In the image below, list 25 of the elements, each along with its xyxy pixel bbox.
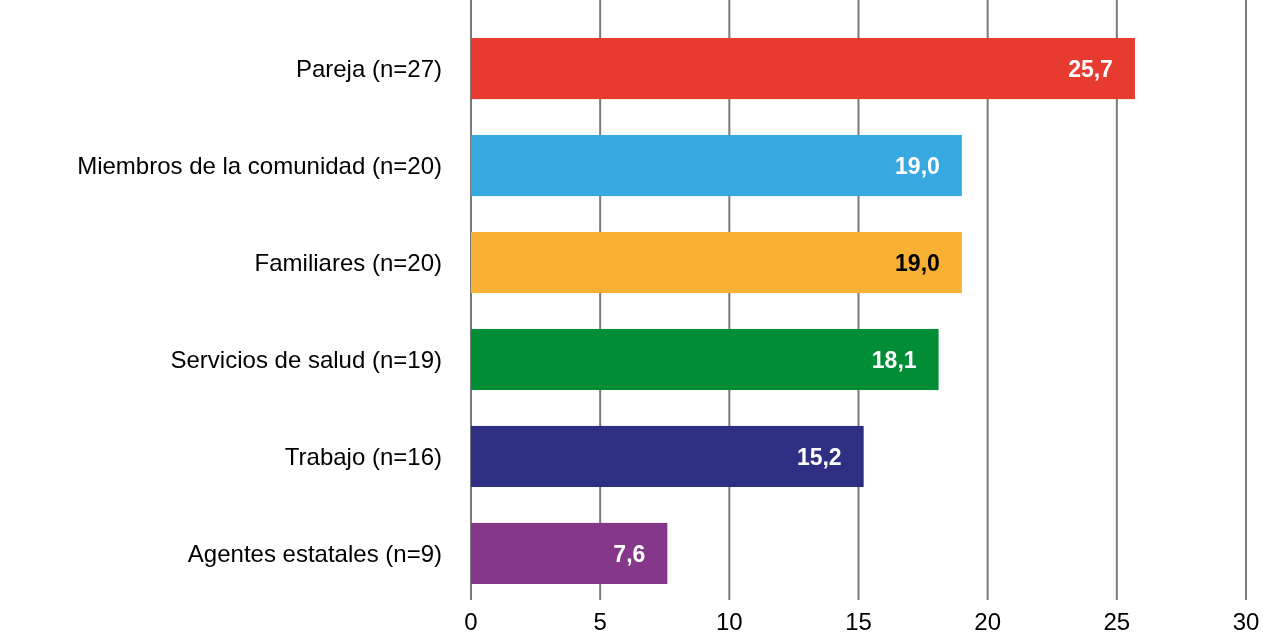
data-label: 25,7 [1068, 55, 1113, 82]
x-tick-label: 15 [845, 608, 872, 635]
bar [471, 231, 962, 294]
data-label: 19,0 [895, 249, 940, 276]
y-tick-label: Trabajo (n=16) [284, 442, 442, 470]
bar [471, 425, 864, 488]
y-tick-label: Pareja (n=27) [295, 54, 442, 82]
x-tick-label: 0 [464, 608, 478, 635]
y-tick-label: Familiares (n=20) [254, 248, 442, 276]
bar [471, 328, 939, 391]
x-tick-label: 20 [974, 608, 1002, 635]
data-label: 7,6 [613, 540, 646, 567]
data-label: 19,0 [895, 152, 940, 179]
data-label: 18,1 [871, 346, 917, 373]
data-label: 15,2 [796, 443, 842, 470]
y-tick-label: Servicios de salud (n=19) [170, 345, 442, 373]
y-tick-label: Miembros de la comunidad (n=20) [77, 151, 442, 179]
x-tick-label: 30 [1232, 608, 1260, 635]
bar [471, 38, 1135, 100]
bar [471, 522, 668, 584]
x-tick-label: 25 [1103, 608, 1131, 635]
x-tick-label: 10 [715, 608, 743, 635]
y-tick-label: Agentes estatales (n=9) [187, 539, 442, 567]
bar [471, 134, 962, 197]
x-tick-label: 5 [593, 608, 607, 635]
